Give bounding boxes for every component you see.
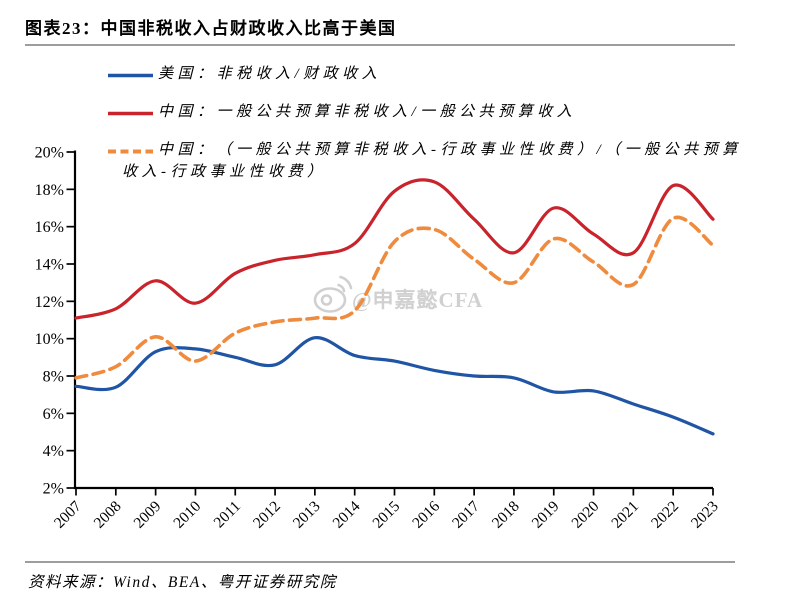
legend-swatch-us-series [108, 73, 153, 78]
y-tick-label: 4% [43, 443, 64, 460]
title-divider [25, 44, 735, 46]
x-tick-label: 2017 [449, 498, 483, 532]
x-tick-label: 2007 [51, 498, 85, 532]
weibo-icon [313, 275, 353, 313]
y-tick-label: 8% [43, 369, 64, 386]
y-tick-label: 16% [35, 219, 64, 236]
legend-label-line: 收入-行政事业性收费） [122, 164, 327, 180]
y-tick-label: 6% [43, 406, 64, 423]
y-tick-label: 2% [43, 481, 64, 498]
y-tick-label: 12% [35, 294, 64, 311]
x-tick-label: 2021 [608, 498, 642, 532]
axes-layer: 2%4%6%8%10%12%14%16%18%20%2007 2008 2009 20… [35, 145, 722, 532]
series-layer [74, 178, 715, 436]
series-line-china-series [74, 178, 715, 320]
legend-label-china-series: 中国：一般公共预算非税收入/一般公共预算收入 [158, 101, 748, 123]
x-tick-label: 2020 [568, 498, 602, 532]
legend-label-china-adjusted-series: 中国：（一般公共预算非税收入-行政事业性收费）/（一般公共预算收入-行政事业性收… [122, 139, 748, 183]
x-tick-label: 2018 [489, 498, 523, 532]
series-line-china-adjusted-series [74, 215, 715, 380]
x-tick-label: 2010 [170, 498, 204, 532]
legend-label-line: 中国：一般公共预算非税收入/一般公共预算收入 [158, 104, 577, 120]
x-tick-label: 2008 [91, 498, 125, 532]
y-tick-label: 10% [35, 331, 64, 348]
x-tick-label: 2022 [648, 498, 682, 532]
watermark: @申嘉懿CFA [313, 275, 483, 313]
legend-label-line: 美国：非税收入/财政收入 [158, 66, 382, 82]
x-tick-label: 2016 [409, 498, 443, 532]
legend-item-us-series: 美国：非税收入/财政收入 [108, 63, 748, 85]
legend-swatch-china-adjusted-series [108, 149, 153, 154]
legend-item-china-series: 中国：一般公共预算非税收入/一般公共预算收入 [108, 101, 748, 123]
x-tick-label: 2012 [250, 498, 284, 532]
y-tick-label: 18% [35, 182, 64, 199]
source-text: 资料来源：Wind、BEA、粤开证券研究院 [28, 574, 337, 591]
watermark-text: @申嘉懿CFA [352, 288, 483, 312]
x-tick-label: 2011 [211, 498, 245, 532]
legend-label-line: 中国：（一般公共预算非税收入-行政事业性收费）/（一般公共预算 [158, 142, 742, 158]
figure-title: 图表23：中国非税收入占财政收入比高于美国 [25, 19, 397, 38]
x-tick-label: 2015 [369, 498, 403, 532]
series-line-us-series [74, 336, 715, 436]
x-tick-label: 2014 [330, 498, 364, 532]
legend-item-china-adjusted-series: 中国：（一般公共预算非税收入-行政事业性收费）/（一般公共预算收入-行政事业性收… [108, 139, 748, 183]
y-tick-label: 20% [35, 145, 64, 162]
x-tick-label: 2009 [131, 498, 165, 532]
legend-label-us-series: 美国：非税收入/财政收入 [158, 63, 748, 85]
x-tick-label: 2019 [529, 498, 563, 532]
x-tick-label: 2013 [290, 498, 324, 532]
source-divider [25, 561, 735, 563]
y-tick-label: 14% [35, 257, 64, 274]
legend-swatch-china-series [108, 111, 153, 116]
x-tick-label: 2023 [688, 498, 722, 532]
